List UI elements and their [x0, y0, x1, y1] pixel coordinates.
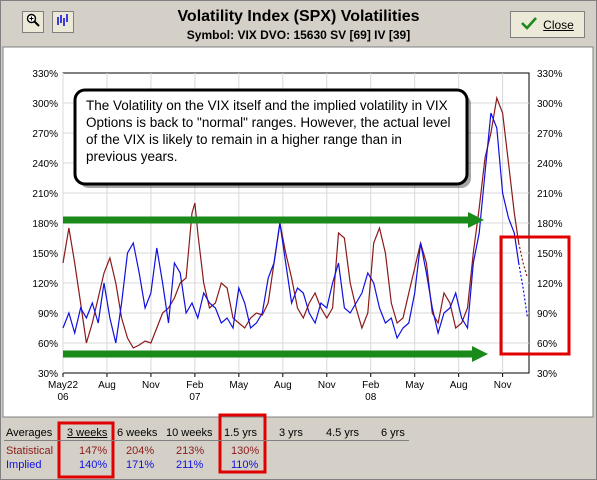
y-tick-label-right: 30% — [537, 369, 557, 380]
y-tick-label-left: 330% — [32, 69, 58, 80]
close-button[interactable]: Close — [510, 11, 585, 38]
checkmark-icon — [521, 16, 538, 33]
y-tick-label-left: 300% — [32, 99, 58, 110]
x-tick-label: Nov — [494, 380, 512, 391]
x-tick-year: 07 — [189, 392, 201, 403]
y-tick-label-right: 210% — [537, 189, 563, 200]
y-tick-label-right: 330% — [537, 69, 563, 80]
y-tick-label-right: 120% — [537, 279, 563, 290]
y-tick-label-right: 270% — [537, 129, 563, 140]
y-tick-label-left: 240% — [32, 159, 58, 170]
period-tab-1-5-yrs[interactable]: 1.5 yrs — [224, 427, 258, 439]
period-tab-4-5-yrs[interactable]: 4.5 yrs — [326, 427, 360, 439]
period-tab-3-weeks[interactable]: 3 weeks — [67, 427, 108, 439]
recent-range-highlight — [499, 235, 571, 356]
period-tab-10-weeks[interactable]: 10 weeks — [166, 427, 213, 439]
statistical-label: Statistical — [6, 445, 54, 457]
window-title: Volatility Index (SPX) Volatilities — [177, 8, 420, 25]
period-tab-6-weeks[interactable]: 6 weeks — [117, 427, 158, 439]
chart-view-button[interactable] — [52, 11, 74, 33]
series-line-statistical-recent — [518, 242, 529, 279]
statistical-3-weeks: 147% — [79, 445, 108, 457]
lower-range-arrow — [63, 346, 488, 362]
y-tick-label-left: 210% — [32, 189, 58, 200]
y-tick-label-left: 60% — [38, 339, 58, 350]
implied-1-5-yrs: 110% — [231, 459, 259, 471]
y-tick-label-right: 150% — [537, 249, 563, 260]
series-line-implied-recent — [518, 262, 529, 319]
implied-3-weeks: 140% — [79, 459, 108, 471]
symbol-info: Symbol: VIX DVO: 15630 SV [69] IV [39] — [186, 28, 411, 42]
y-tick-label-left: 30% — [38, 369, 58, 380]
x-tick-label: Feb — [186, 380, 204, 391]
implied-label: Implied — [6, 459, 42, 471]
period-tab-6-yrs[interactable]: 6 yrs — [381, 427, 405, 439]
y-tick-label-right: 300% — [537, 99, 563, 110]
y-tick-label-right: 240% — [537, 159, 563, 170]
x-tick-label: May22 — [48, 380, 78, 391]
x-tick-label: Aug — [450, 380, 468, 391]
x-tick-label: Feb — [362, 380, 380, 391]
x-tick-label: May — [405, 380, 424, 391]
upper-range-arrow — [63, 212, 484, 228]
x-tick-label: May — [229, 380, 248, 391]
y-tick-label-left: 270% — [32, 129, 58, 140]
y-tick-label-right: 180% — [537, 219, 563, 230]
period-tab-3-yrs[interactable]: 3 yrs — [279, 427, 303, 439]
x-tick-label: Nov — [142, 380, 160, 391]
annotation-callout: The Volatility on the VIX itself and the… — [73, 88, 471, 188]
x-tick-year: 06 — [57, 392, 69, 403]
x-tick-label: Nov — [318, 380, 336, 391]
y-tick-label-left: 180% — [32, 219, 58, 230]
statistical-6-weeks: 204% — [126, 445, 155, 457]
x-tick-label: Aug — [274, 380, 292, 391]
implied-10-weeks: 211% — [176, 459, 204, 471]
statistical-10-weeks: 213% — [176, 445, 205, 457]
x-tick-label: Aug — [98, 380, 116, 391]
one-half-year-highlight — [218, 413, 267, 474]
statistical-1-5-yrs: 130% — [231, 445, 260, 457]
three-weeks-highlight — [57, 421, 115, 479]
close-label: Close — [543, 17, 574, 32]
y-tick-label-left: 150% — [32, 249, 58, 260]
averages-label: Averages — [6, 427, 53, 439]
y-tick-label-right: 90% — [537, 309, 557, 320]
magnifier-icon — [26, 13, 40, 32]
y-tick-label-left: 90% — [38, 309, 58, 320]
averages-divider — [4, 440, 409, 441]
y-tick-label-right: 60% — [537, 339, 557, 350]
x-tick-year: 08 — [365, 392, 377, 403]
y-tick-label-left: 120% — [32, 279, 58, 290]
series-line-statistical — [62, 95, 520, 349]
implied-6-weeks: 171% — [126, 459, 155, 471]
annotation-text: The Volatility on the VIX itself and the… — [86, 98, 451, 164]
zoom-button[interactable] — [22, 11, 44, 33]
series-line-implied — [62, 112, 520, 344]
bar-chart-icon — [56, 13, 70, 32]
